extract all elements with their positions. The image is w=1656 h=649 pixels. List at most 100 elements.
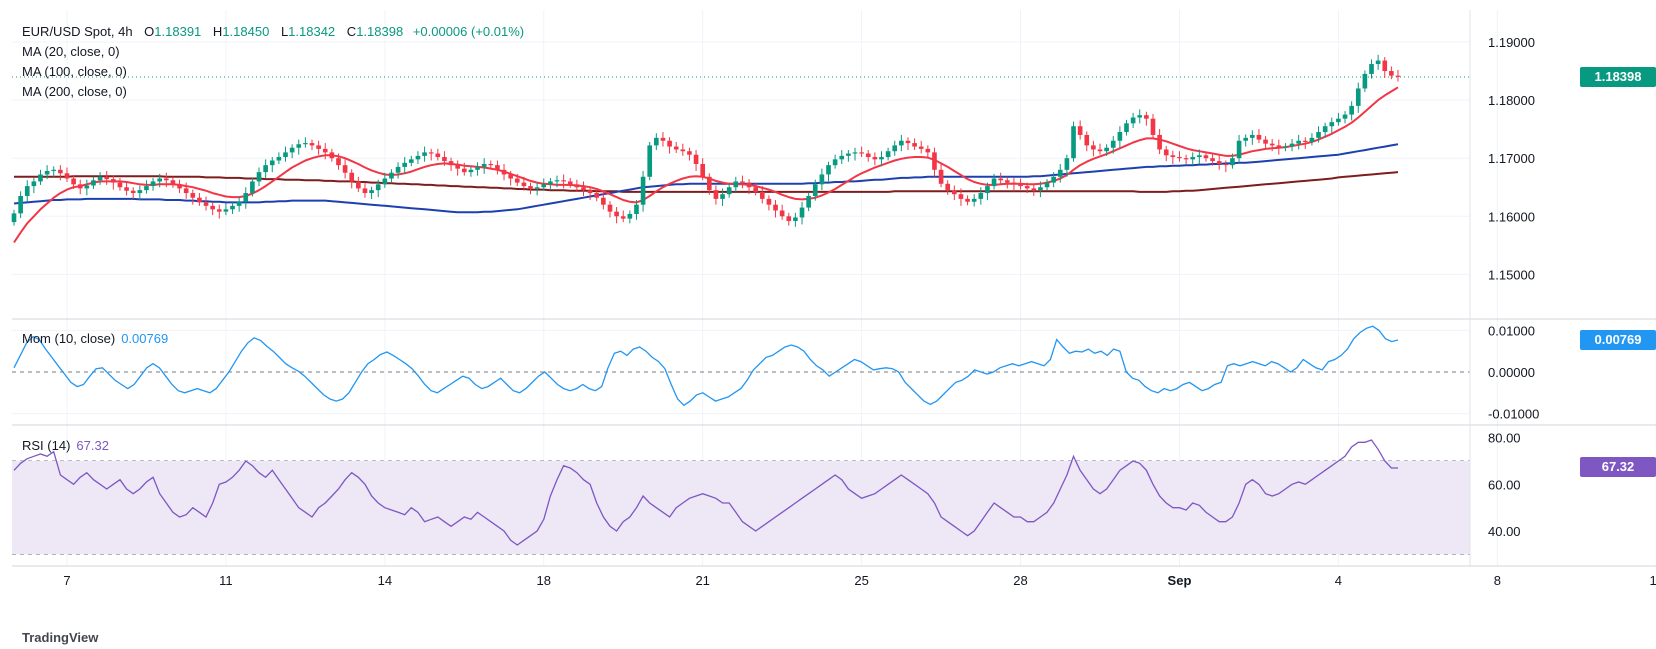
candle	[77, 179, 83, 195]
candle	[998, 172, 1003, 185]
candle	[1249, 130, 1255, 145]
candle	[1097, 143, 1103, 155]
candle	[1170, 150, 1176, 164]
mom-legend[interactable]: Mom (10, close) 0.00769	[22, 331, 168, 346]
ma20-legend[interactable]: MA (20, close, 0)	[22, 44, 120, 59]
candle	[746, 179, 752, 195]
time-tick-label: 18	[537, 573, 551, 588]
candle	[938, 164, 944, 188]
candle-body	[700, 164, 706, 177]
candle-body	[634, 204, 639, 214]
candle-body	[435, 153, 441, 158]
candle	[428, 148, 434, 161]
candle-body	[1170, 155, 1176, 158]
rsi-legend[interactable]: RSI (14) 67.32	[22, 438, 109, 453]
candle-body	[223, 209, 229, 212]
candle-body	[1031, 188, 1037, 191]
candle-body	[1110, 140, 1116, 148]
tradingview-logo-text: TradingView	[22, 630, 99, 645]
candle	[342, 159, 348, 179]
candle-body	[1362, 73, 1368, 89]
rsi-series-line	[13, 439, 1398, 546]
ma200-legend[interactable]: MA (200, close, 0)	[22, 84, 127, 99]
candle-body	[38, 174, 43, 182]
candle	[660, 132, 666, 147]
candle-body	[1137, 115, 1143, 118]
close-value: 1.18398	[356, 24, 404, 39]
candle	[958, 188, 964, 206]
rsi-value: 67.32	[76, 438, 109, 453]
candle-body	[1236, 140, 1242, 159]
candle-body	[1124, 123, 1129, 133]
candle-body	[177, 184, 182, 189]
candle-body	[91, 180, 96, 186]
candle-body	[495, 165, 500, 170]
rsi-tick-label: 60.00	[1488, 477, 1521, 492]
candle	[422, 146, 427, 162]
candle-body	[190, 193, 196, 198]
candle-body	[243, 193, 249, 202]
candle	[409, 155, 414, 167]
time-tick-label: 14	[378, 573, 392, 588]
candle-body	[660, 137, 666, 141]
price-tick-label: 1.19000	[1488, 35, 1535, 50]
candle	[435, 148, 441, 161]
time-tick-label: 11	[219, 573, 233, 588]
candle-body	[786, 216, 792, 221]
candle	[620, 210, 626, 223]
candle-body	[269, 160, 275, 166]
candle	[991, 173, 997, 190]
rsi-last-tag: 67.32	[1580, 457, 1656, 478]
candle-body	[859, 152, 864, 154]
candle	[1269, 139, 1275, 152]
candle-body	[879, 157, 884, 160]
candle	[1210, 153, 1215, 166]
candle	[627, 210, 633, 224]
candle	[932, 147, 937, 177]
candle	[44, 165, 50, 180]
candle-body	[514, 178, 520, 183]
candle-body	[753, 187, 758, 192]
ma100-legend[interactable]: MA (100, close, 0)	[22, 64, 127, 79]
candle	[899, 134, 904, 152]
candle	[362, 182, 368, 198]
candle	[1309, 133, 1315, 146]
candle	[322, 143, 328, 160]
candle-body	[614, 211, 619, 217]
candle-body	[680, 149, 686, 152]
candle-body	[521, 182, 527, 187]
candle-body	[468, 169, 474, 173]
candle	[1276, 139, 1282, 155]
candle	[64, 167, 70, 183]
candle	[170, 176, 176, 188]
candle	[779, 204, 785, 220]
candle	[230, 202, 235, 214]
candle-body	[18, 195, 23, 214]
time-tick-label: 11	[1650, 573, 1656, 588]
candle-body	[402, 162, 408, 167]
candle-body	[912, 143, 917, 147]
candle	[501, 164, 507, 181]
candle-body	[812, 184, 818, 196]
symbol-title[interactable]: EUR/USD Spot, 4h	[22, 24, 133, 39]
candle-body	[428, 152, 434, 154]
candle-body	[230, 205, 235, 210]
candle	[912, 138, 917, 151]
candle	[1336, 112, 1341, 126]
candle	[197, 193, 202, 206]
price-tick-label: 1.17000	[1488, 151, 1535, 166]
candle	[667, 137, 672, 154]
moving-averages	[13, 86, 1399, 244]
open-label: O	[144, 24, 155, 39]
candle-body	[1349, 105, 1354, 115]
candle-body	[793, 217, 798, 221]
candle-body	[1038, 187, 1043, 191]
candle-body	[137, 190, 143, 194]
candle-body	[1064, 158, 1070, 170]
candle-body	[501, 169, 507, 175]
candle-body	[170, 180, 176, 185]
candle	[1375, 54, 1381, 70]
candle-body	[548, 181, 553, 185]
candle	[137, 185, 143, 201]
candle	[382, 172, 388, 188]
